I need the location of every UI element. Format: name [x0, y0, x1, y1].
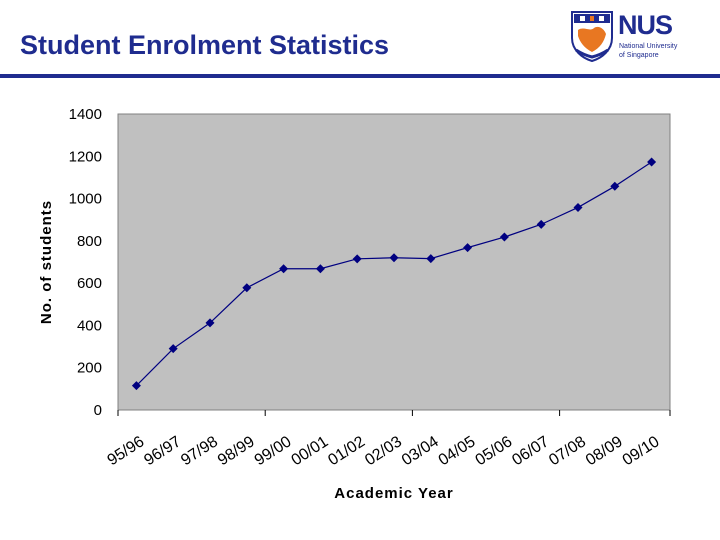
x-tick-label: 01/02	[325, 433, 368, 469]
data-point-marker	[536, 219, 546, 229]
logo-subtitle-line1: National University	[619, 43, 678, 50]
y-tick-label: 1200	[69, 148, 102, 165]
data-point-marker	[499, 232, 509, 242]
y-tick-label: 200	[77, 360, 102, 377]
x-tick-label: 98/99	[215, 433, 258, 469]
x-tick-label: 08/09	[583, 433, 626, 469]
x-axis-title: Academic Year	[334, 485, 453, 502]
y-tick-label: 600	[77, 275, 102, 292]
data-point-marker	[573, 202, 583, 212]
x-tick-label: 99/00	[252, 433, 295, 469]
y-axis: 0 200 400 600 800 1000 1200 1400	[69, 106, 102, 419]
nus-crest-icon	[571, 11, 613, 63]
x-tick-label: 00/01	[289, 433, 332, 469]
data-point-marker	[205, 318, 215, 328]
x-axis: 95/9696/9797/9898/9999/0000/0101/0202/03…	[105, 410, 671, 469]
nus-logo: NUS National University of Singapore	[570, 10, 690, 64]
data-point-marker	[352, 254, 362, 264]
x-tick-label: 06/07	[509, 433, 552, 469]
y-tick-label: 400	[77, 317, 102, 334]
data-point-marker	[647, 157, 657, 167]
y-tick-label: 0	[94, 402, 102, 419]
slide-header: Student Enrolment Statistics NUS Nationa…	[0, 0, 720, 78]
x-tick-label: 97/98	[178, 433, 221, 469]
x-tick-label: 02/03	[362, 433, 405, 469]
y-tick-label: 1000	[69, 191, 102, 208]
logo-subtitle-line2: of Singapore	[619, 52, 659, 59]
x-tick-label: 95/96	[105, 433, 148, 469]
y-tick-label: 800	[77, 233, 102, 250]
data-point-marker	[131, 381, 141, 391]
data-point-marker	[389, 253, 399, 263]
y-axis-title: No. of students	[38, 200, 55, 324]
x-tick-label: 96/97	[141, 433, 184, 469]
logo-wordmark: NUS	[618, 10, 673, 40]
data-point-marker	[315, 264, 325, 274]
x-tick-label: 03/04	[399, 433, 442, 469]
data-point-marker	[279, 264, 289, 274]
x-tick-label: 05/06	[473, 433, 516, 469]
header-rule	[0, 74, 720, 78]
data-point-marker	[610, 181, 620, 191]
series-layer	[131, 157, 657, 391]
x-tick-label: 09/10	[620, 433, 663, 469]
data-point-marker	[426, 254, 436, 264]
x-tick-label: 07/08	[546, 433, 589, 469]
x-tick-label: 04/05	[436, 433, 479, 469]
data-point-marker	[242, 283, 252, 293]
y-tick-label: 1400	[69, 106, 102, 123]
slide-title: Student Enrolment Statistics	[20, 30, 390, 60]
data-point-marker	[168, 344, 178, 354]
data-point-marker	[463, 243, 473, 253]
